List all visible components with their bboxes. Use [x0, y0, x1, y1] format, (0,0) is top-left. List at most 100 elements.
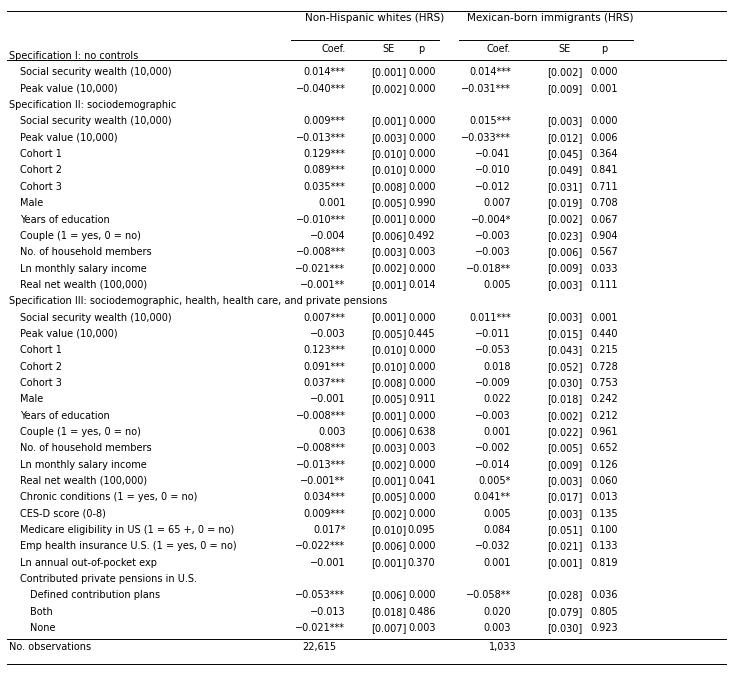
Text: Years of education: Years of education: [21, 215, 110, 225]
Text: 0.067: 0.067: [591, 215, 618, 225]
Text: 0.005: 0.005: [483, 280, 511, 290]
Text: Medicare eligibility in US (1 = 65 +, 0 = no): Medicare eligibility in US (1 = 65 +, 0 …: [21, 525, 235, 535]
Text: 0.000: 0.000: [591, 116, 618, 127]
Text: 0.000: 0.000: [408, 460, 435, 470]
Text: [0.049]: [0.049]: [547, 165, 583, 176]
Text: −0.008***: −0.008***: [296, 247, 346, 257]
Text: [0.007]: [0.007]: [371, 623, 406, 633]
Text: 0.007***: 0.007***: [304, 313, 346, 323]
Text: [0.009]: [0.009]: [547, 84, 583, 94]
Text: [0.002]: [0.002]: [547, 411, 583, 421]
Text: [0.001]: [0.001]: [371, 280, 406, 290]
Text: 0.011***: 0.011***: [469, 313, 511, 323]
Text: −0.003: −0.003: [310, 329, 346, 339]
Text: [0.003]: [0.003]: [547, 116, 583, 127]
Text: 0.003: 0.003: [408, 443, 435, 454]
Text: −0.008***: −0.008***: [296, 411, 346, 421]
Text: 0.000: 0.000: [408, 345, 435, 355]
Text: 0.638: 0.638: [408, 427, 435, 437]
Text: Peak value (10,000): Peak value (10,000): [21, 84, 118, 94]
Text: [0.003]: [0.003]: [371, 247, 406, 257]
Text: 0.215: 0.215: [590, 345, 618, 355]
Text: [0.008]: [0.008]: [371, 378, 406, 388]
Text: [0.003]: [0.003]: [547, 313, 583, 323]
Text: 0.000: 0.000: [408, 411, 435, 421]
Text: [0.010]: [0.010]: [371, 149, 406, 159]
Text: 0.364: 0.364: [591, 149, 618, 159]
Text: 0.819: 0.819: [591, 558, 618, 568]
Text: −0.008***: −0.008***: [296, 443, 346, 454]
Text: 0.003: 0.003: [408, 247, 435, 257]
Text: 0.003: 0.003: [408, 623, 435, 633]
Text: −0.013***: −0.013***: [296, 133, 346, 143]
Text: No. observations: No. observations: [9, 642, 91, 652]
Text: [0.001]: [0.001]: [371, 476, 406, 486]
Text: Couple (1 = yes, 0 = no): Couple (1 = yes, 0 = no): [21, 231, 141, 241]
Text: −0.001: −0.001: [310, 558, 346, 568]
Text: CES-D score (0-8): CES-D score (0-8): [21, 509, 106, 519]
Text: −0.002: −0.002: [475, 443, 511, 454]
Text: [0.023]: [0.023]: [547, 231, 583, 241]
Text: 0.000: 0.000: [408, 590, 435, 601]
Text: 0.000: 0.000: [408, 116, 435, 127]
Text: Ln annual out-of-pocket exp: Ln annual out-of-pocket exp: [21, 558, 157, 568]
Text: Chronic conditions (1 = yes, 0 = no): Chronic conditions (1 = yes, 0 = no): [21, 492, 197, 503]
Text: Real net wealth (100,000): Real net wealth (100,000): [21, 280, 148, 290]
Text: [0.005]: [0.005]: [547, 443, 583, 454]
Text: Cohort 1: Cohort 1: [21, 149, 62, 159]
Text: [0.001]: [0.001]: [547, 558, 583, 568]
Text: [0.003]: [0.003]: [371, 443, 406, 454]
Text: 0.708: 0.708: [591, 198, 618, 208]
Text: 0.001: 0.001: [318, 198, 346, 208]
Text: 0.000: 0.000: [408, 182, 435, 192]
Text: Specification II: sociodemographic: Specification II: sociodemographic: [9, 100, 176, 110]
Text: [0.030]: [0.030]: [547, 378, 583, 388]
Text: 0.000: 0.000: [408, 133, 435, 143]
Text: −0.012: −0.012: [475, 182, 511, 192]
Text: [0.009]: [0.009]: [547, 460, 583, 470]
Text: 0.990: 0.990: [408, 198, 435, 208]
Text: −0.018**: −0.018**: [466, 264, 511, 274]
Text: −0.010***: −0.010***: [296, 215, 346, 225]
Text: 0.923: 0.923: [591, 623, 618, 633]
Text: 0.133: 0.133: [591, 541, 618, 552]
Text: [0.001]: [0.001]: [371, 411, 406, 421]
Text: [0.052]: [0.052]: [547, 362, 583, 372]
Text: −0.032: −0.032: [475, 541, 511, 552]
Text: [0.010]: [0.010]: [371, 165, 406, 176]
Text: [0.003]: [0.003]: [547, 509, 583, 519]
Text: [0.002]: [0.002]: [547, 67, 583, 78]
Text: [0.001]: [0.001]: [371, 313, 406, 323]
Text: 0.212: 0.212: [590, 411, 618, 421]
Text: −0.041: −0.041: [475, 149, 511, 159]
Text: [0.028]: [0.028]: [547, 590, 583, 601]
Text: 0.000: 0.000: [408, 492, 435, 503]
Text: [0.005]: [0.005]: [371, 329, 406, 339]
Text: 0.000: 0.000: [408, 313, 435, 323]
Text: 0.440: 0.440: [591, 329, 618, 339]
Text: Coef.: Coef.: [321, 44, 346, 54]
Text: Peak value (10,000): Peak value (10,000): [21, 329, 118, 339]
Text: Years of education: Years of education: [21, 411, 110, 421]
Text: 0.000: 0.000: [408, 264, 435, 274]
Text: −0.053***: −0.053***: [295, 590, 346, 601]
Text: [0.012]: [0.012]: [547, 133, 583, 143]
Text: 0.904: 0.904: [591, 231, 618, 241]
Text: Male: Male: [21, 198, 43, 208]
Text: Both: Both: [30, 607, 53, 617]
Text: −0.031***: −0.031***: [461, 84, 511, 94]
Text: Peak value (10,000): Peak value (10,000): [21, 133, 118, 143]
Text: [0.006]: [0.006]: [371, 427, 406, 437]
Text: [0.010]: [0.010]: [371, 345, 406, 355]
Text: [0.017]: [0.017]: [547, 492, 583, 503]
Text: 0.005*: 0.005*: [479, 476, 511, 486]
Text: 0.089***: 0.089***: [304, 165, 346, 176]
Text: 0.014***: 0.014***: [469, 67, 511, 78]
Text: 0.445: 0.445: [408, 329, 435, 339]
Text: −0.009: −0.009: [475, 378, 511, 388]
Text: [0.002]: [0.002]: [547, 215, 583, 225]
Text: −0.021***: −0.021***: [295, 264, 346, 274]
Text: −0.004*: −0.004*: [470, 215, 511, 225]
Text: Mexican-born immigrants (HRS): Mexican-born immigrants (HRS): [467, 14, 633, 23]
Text: 0.036: 0.036: [591, 590, 618, 601]
